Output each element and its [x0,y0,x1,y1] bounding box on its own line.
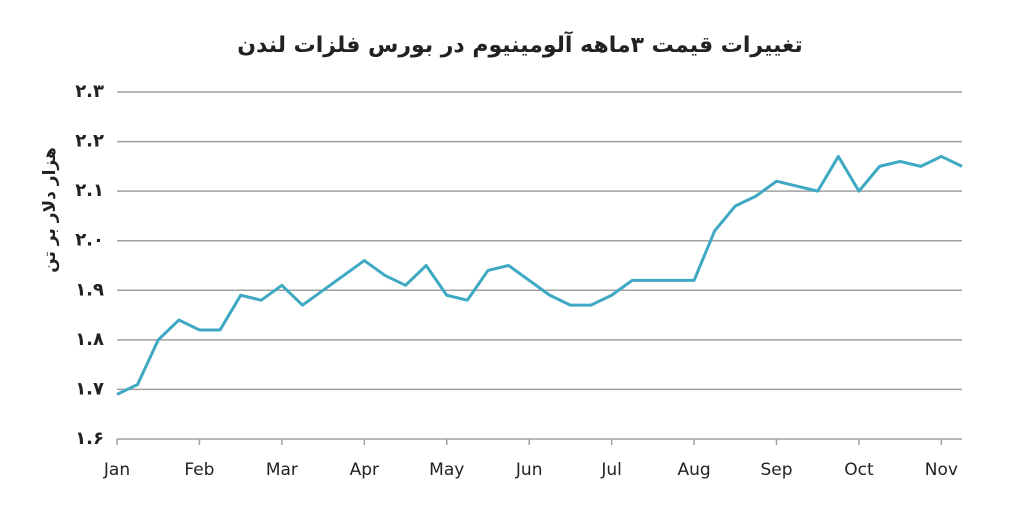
x-tick-label: Mar [266,460,298,480]
y-tick-label: ۱.۷ [75,378,104,399]
x-tick-label: Jan [103,460,130,480]
x-tick-label: Jun [515,460,543,480]
line-series [116,154,963,396]
x-tick-label: Apr [350,460,379,480]
x-tick-label: May [429,460,464,480]
y-axis-label: هزار دلار بر تن [40,147,60,273]
x-tick-label: Feb [184,460,214,480]
x-tick-label: Nov [925,460,958,480]
y-tick-label: ۱.۹ [75,279,104,300]
y-tick-label: ۲.۰ [75,230,104,251]
x-tick-label: Jul [600,460,622,480]
y-tick-label: ۱.۶ [75,428,104,449]
y-tick-label: ۲.۱ [75,180,104,201]
chart-title: تغییرات قیمت ۳ماهه آلومینیوم در بورس فلز… [237,30,802,58]
y-tick-label: ۱.۸ [75,329,104,350]
y-tick-label: ۲.۲ [75,131,104,152]
x-tick-label: Aug [677,460,710,480]
x-tick-label: Oct [844,460,874,480]
y-tick-label: ۲.۳ [75,81,104,102]
x-tick-label: Sep [760,460,792,480]
